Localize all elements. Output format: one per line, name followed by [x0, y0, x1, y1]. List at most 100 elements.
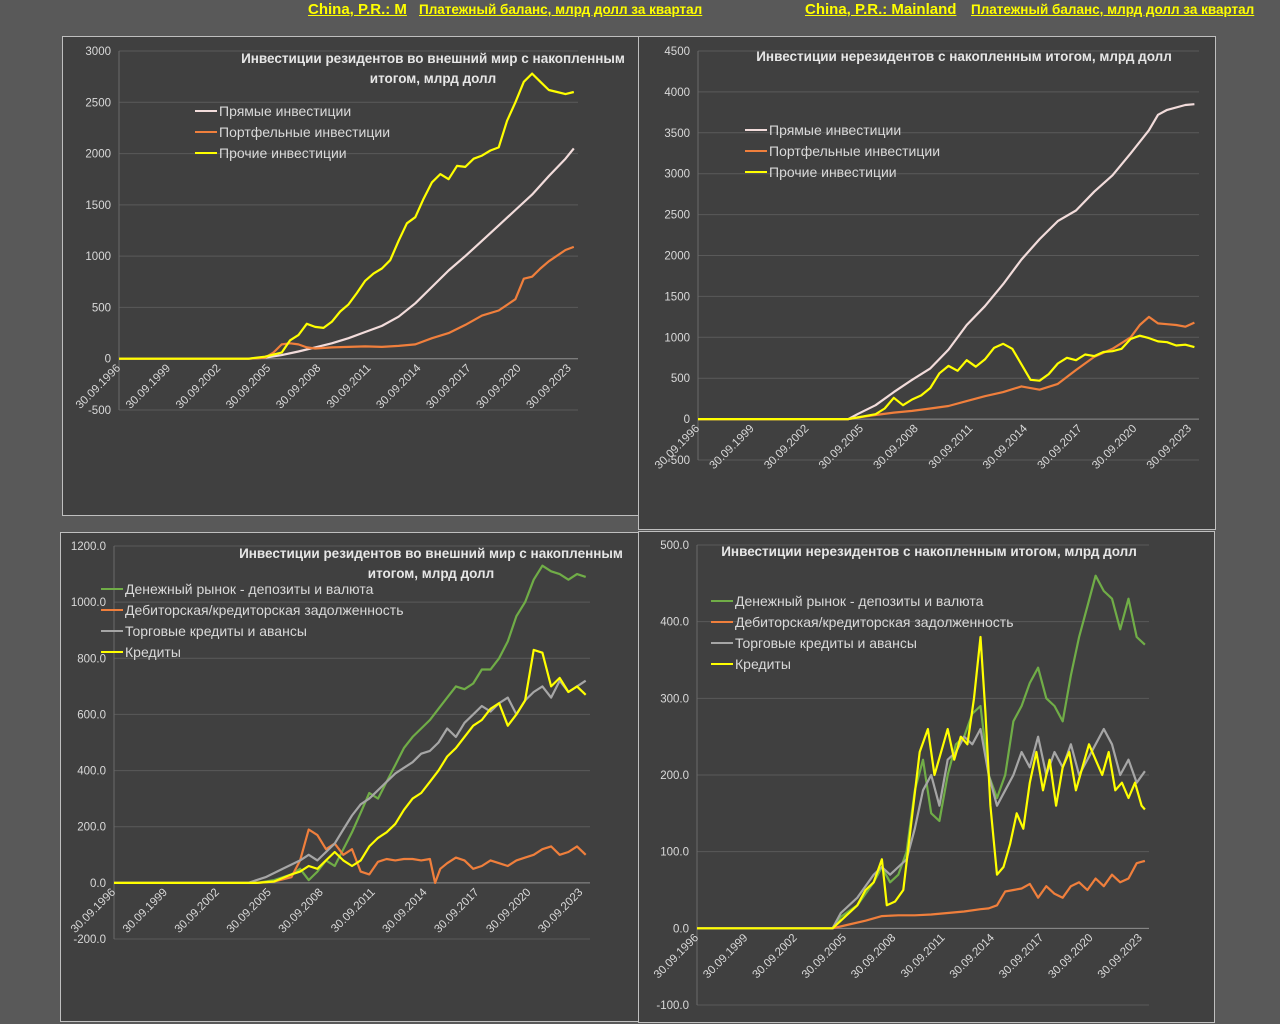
legend-item: Дебиторская/кредиторская задолженность — [101, 599, 404, 620]
legend-item: Прямые инвестиции — [745, 119, 940, 140]
legend-swatch — [745, 128, 767, 131]
x-tick-label: 30.09.1996 — [652, 932, 701, 981]
x-tick-label: 30.09.2002 — [751, 932, 800, 981]
legend-swatch — [711, 620, 733, 623]
legend-item: Торговые кредиты и авансы — [711, 632, 1014, 653]
legend-label: Денежный рынок - депозиты и валюта — [735, 592, 984, 609]
x-tick-label: 30.09.1999 — [701, 932, 750, 981]
header-title-left[interactable]: Платежный баланс, млрд долл за квартал — [419, 2, 703, 17]
chart-legend: Прямые инвестиции Портфельные инвестиции П… — [745, 119, 940, 182]
chart-title-line: итогом, млрд долл — [367, 566, 495, 581]
header-country-left[interactable]: China, P.R.: M — [308, 1, 407, 18]
y-tick-label: 500 — [671, 373, 690, 385]
x-tick-label: 30.09.2008 — [277, 886, 326, 935]
y-tick-label: -200.0 — [73, 934, 106, 946]
y-tick-label: 2500 — [85, 97, 111, 109]
y-tick-label: 0.0 — [90, 878, 106, 890]
series-line-дебиторская/кредиторская-задолженность — [114, 828, 587, 884]
y-tick-label: 500 — [92, 302, 111, 314]
x-tick-label: 30.09.2014 — [981, 422, 1031, 472]
x-tick-label: 30.09.2002 — [762, 423, 811, 472]
legend-item: Портфельные инвестиции — [745, 140, 940, 161]
x-tick-label: 30.09.2017 — [432, 886, 481, 935]
y-tick-label: 0 — [684, 414, 690, 426]
x-tick-label: 30.09.1996 — [69, 886, 118, 935]
y-tick-label: 200.0 — [77, 822, 106, 834]
y-tick-label: -500 — [88, 405, 111, 417]
legend-label: Торговые кредиты и авансы — [735, 634, 917, 651]
header-country-right[interactable]: China, P.R.: Mainland — [805, 1, 957, 18]
x-tick-label: 30.09.2023 — [536, 886, 585, 935]
series-line-портфельные-инвестиции — [698, 315, 1195, 421]
y-tick-label: 800.0 — [77, 653, 106, 665]
legend-label: Торговые кредиты и авансы — [125, 622, 307, 639]
series-line-прочие-инвестиции — [698, 334, 1195, 421]
legend-swatch — [745, 149, 767, 152]
legend-swatch — [101, 650, 123, 653]
y-tick-label: 1000 — [664, 332, 690, 344]
legend-item: Дебиторская/кредиторская задолженность — [711, 611, 1014, 632]
legend-label: Прочие инвестиции — [769, 163, 897, 180]
y-tick-label: 2500 — [664, 210, 690, 222]
x-tick-label: 30.09.2023 — [1145, 423, 1194, 472]
legend-label: Прямые инвестиции — [769, 121, 902, 138]
legend-item: Портфельные инвестиции — [195, 121, 390, 142]
legend-label: Кредиты — [125, 643, 181, 660]
series-line-торговые-кредиты-и-авансы — [114, 679, 587, 884]
x-tick-label: 30.09.2011 — [325, 362, 374, 411]
x-tick-label: 30.09.2020 — [1090, 423, 1139, 472]
y-tick-label: 3000 — [85, 46, 111, 58]
legend-item: Денежный рынок - депозиты и валюта — [101, 578, 404, 599]
series-line-портфельные-инвестиции — [119, 245, 575, 360]
header-title-right[interactable]: Платежный баланс, млрд долл за квартал — [971, 2, 1255, 17]
legend-swatch — [711, 662, 733, 665]
x-tick-label: 30.09.2020 — [475, 362, 524, 411]
y-tick-label: 3500 — [664, 128, 690, 140]
y-tick-label: 2000 — [664, 251, 690, 263]
x-tick-label: 30.09.2014 — [380, 886, 430, 936]
legend-swatch — [195, 151, 217, 154]
chart-title-line: Инвестиции нерезидентов с накопленным ит… — [721, 544, 1137, 559]
x-tick-label: 30.09.1999 — [124, 362, 173, 411]
series-line-торговые-кредиты-и-авансы — [697, 727, 1146, 930]
chart-title: Инвестиции резидентов во внешний мир с н… — [226, 544, 636, 584]
chart-panel-residents-total: -500 0 500 1000 1500 2000 2500 3000 30.09.1996 30… — [62, 36, 641, 516]
chart-panel-residents-other: -200.0 0.0 200.0 400.0 600.0 800.0 1000.0 1200.… — [60, 532, 639, 1022]
legend-label: Дебиторская/кредиторская задолженность — [735, 613, 1014, 630]
y-tick-label: 2000 — [85, 149, 111, 161]
x-tick-label: 30.09.2008 — [872, 423, 921, 472]
series-line-прямые-инвестиции — [119, 147, 575, 360]
legend-item: Торговые кредиты и авансы — [101, 620, 404, 641]
series-line-прочие-инвестиции — [119, 72, 575, 360]
y-tick-label: 400.0 — [660, 617, 689, 629]
y-tick-label: 400.0 — [77, 766, 106, 778]
x-tick-label: 30.09.2005 — [225, 886, 274, 935]
legend-label: Прочие инвестиции — [219, 144, 347, 161]
x-tick-label: 30.09.2002 — [174, 362, 223, 411]
x-tick-label: 30.09.2023 — [1096, 932, 1145, 981]
legend-item: Прочие инвестиции — [195, 142, 390, 163]
y-tick-label: 1500 — [664, 291, 690, 303]
x-tick-label: 30.09.2002 — [173, 886, 222, 935]
x-tick-label: 30.09.2020 — [1046, 932, 1095, 981]
legend-item: Кредиты — [101, 641, 404, 662]
y-tick-label: 500.0 — [660, 540, 689, 552]
y-tick-label: 3000 — [664, 169, 690, 181]
chart-legend: Денежный рынок - депозиты и валюта Дебито… — [101, 578, 404, 662]
chart-svg: -500 0 500 1000 1500 2000 2500 3000 3500 4000 4500… — [653, 46, 1199, 472]
legend-label: Дебиторская/кредиторская задолженность — [125, 601, 404, 618]
chart-legend: Денежный рынок - депозиты и валюта Дебито… — [711, 590, 1014, 674]
legend-swatch — [745, 170, 767, 173]
series-line-дебиторская/кредиторская-задолженность — [697, 859, 1146, 930]
series-line-денежный-рынок---депозиты-и-валюта — [114, 564, 587, 884]
series-line-прямые-инвестиции — [698, 103, 1195, 421]
legend-label: Прямые инвестиции — [219, 102, 352, 119]
x-tick-label: 30.09.2020 — [484, 886, 533, 935]
x-tick-label: 30.09.2005 — [817, 423, 866, 472]
y-tick-label: 4500 — [664, 46, 690, 58]
legend-swatch — [101, 608, 123, 611]
legend-swatch — [711, 641, 733, 644]
legend-swatch — [711, 599, 733, 602]
chart-title: Инвестиции нерезидентов с накопленным ит… — [729, 47, 1199, 67]
y-tick-label: 1200.0 — [71, 541, 106, 553]
